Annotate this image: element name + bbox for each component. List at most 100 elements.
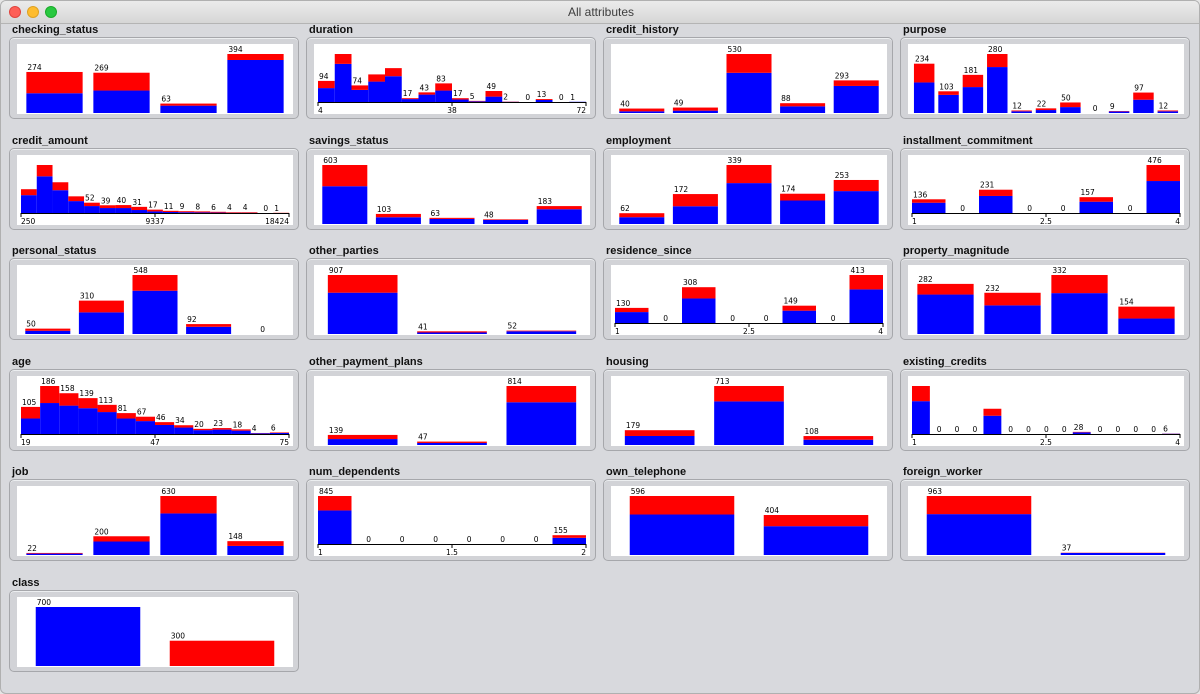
count-label-other_parties-1: 41: [418, 322, 428, 331]
bar-age-5-blue: [116, 418, 136, 434]
count-label-employment-1: 172: [674, 185, 689, 194]
histogram-panel-housing[interactable]: 179 713 108: [603, 369, 893, 451]
histogram-panel-savings_status[interactable]: 603 103 63 48 183: [306, 148, 596, 230]
bar-own_telephone-1-blue: [763, 526, 869, 555]
bar-duration-1-blue: [334, 63, 352, 102]
histogram-panel-installment_commitment[interactable]: 136 0 231 0 0 157 0 476 1 2.5 4: [900, 148, 1190, 230]
count-label-duration-6: 43: [420, 83, 430, 92]
bar-credit_history-3-blue: [780, 106, 826, 113]
count-label-installment_commitment-1: 0: [960, 204, 965, 213]
histogram-panel-age[interactable]: 105 186 158 139 113 81 67 46 34 20 23 18 4 6 19 47 75: [9, 369, 299, 451]
bar-duration-3-red: [368, 74, 385, 82]
count-label-installment_commitment-7: 476: [1148, 156, 1163, 165]
bar-age-13-red: [269, 432, 289, 433]
count-label-age-6: 67: [137, 408, 147, 417]
count-label-personal_status-3: 92: [187, 315, 197, 324]
bar-credit_amount-3-blue: [68, 201, 85, 213]
bar-savings_status-1-red: [375, 213, 421, 218]
bar-age-7-red: [155, 422, 175, 425]
count-label-installment_commitment-3: 0: [1027, 204, 1032, 213]
bar-age-12-blue: [250, 433, 270, 434]
count-label-duration-12: 0: [525, 93, 530, 102]
bar-purpose-5-blue: [1035, 110, 1057, 113]
bar-own_telephone-0-blue: [629, 514, 735, 555]
count-label-age-2: 158: [60, 384, 75, 393]
histogram-panel-other_parties[interactable]: 907 41 52: [306, 258, 596, 340]
histogram-panel-existing_credits[interactable]: 0 0 0 0 0 0 0 28 0 0 0 0 6 1 2.5 4: [900, 369, 1190, 451]
x-tick-label-installment_commitment-1: 2.5: [1040, 217, 1052, 225]
close-window-button[interactable]: [9, 6, 21, 18]
bar-credit_amount-3-red: [68, 196, 85, 202]
bar-personal_status-3-red: [186, 324, 232, 327]
histogram-panel-purpose[interactable]: 234 103 181 280 12 22 50 0 9 97 12: [900, 37, 1190, 119]
bar-credit_amount-8-red: [147, 209, 163, 212]
x-tick-label-residence_since-0: 1: [615, 327, 620, 335]
count-label-employment-4: 253: [835, 171, 850, 180]
bar-credit_history-4-red: [833, 80, 879, 86]
histogram-panel-other_payment_plans[interactable]: 139 47 814: [306, 369, 596, 451]
bar-other_payment_plans-0-red: [327, 434, 398, 440]
count-label-employment-0: 62: [620, 204, 630, 213]
panel-title-personal_status: personal_status: [12, 245, 97, 257]
histogram-job: 22 200 630 148: [17, 486, 293, 556]
minimize-window-button[interactable]: [27, 6, 39, 18]
count-label-employment-3: 174: [781, 185, 796, 194]
zoom-window-button[interactable]: [45, 6, 57, 18]
bar-other_payment_plans-2-red: [506, 386, 577, 403]
panel-title-duration: duration: [309, 24, 353, 36]
bar-savings_status-4-blue: [536, 209, 582, 224]
histogram-panel-residence_since[interactable]: 130 0 308 0 0 149 0 413 1 2.5 4: [603, 258, 893, 340]
bar-other_parties-2-blue: [506, 331, 577, 334]
histogram-panel-credit_history[interactable]: 40 49 530 88 293: [603, 37, 893, 119]
count-label-existing_credits-2: 0: [955, 425, 960, 434]
bar-property_magnitude-0-red: [917, 283, 974, 295]
bar-credit_amount-14-red: [241, 212, 258, 213]
bar-employment-3-red: [780, 193, 826, 201]
count-label-savings_status-0: 603: [323, 156, 338, 165]
count-label-age-12: 4: [252, 424, 257, 433]
bar-installment_commitment-7-blue: [1146, 181, 1180, 213]
bar-credit_amount-11-blue: [194, 212, 211, 213]
histogram-panel-duration[interactable]: 94 74 17 43 83 17 5 49 2 0 13 0 1 4 38 72: [306, 37, 596, 119]
bar-other_parties-0-red: [327, 275, 398, 293]
count-label-existing_credits-9: 28: [1074, 423, 1084, 432]
panel-title-checking_status: checking_status: [12, 24, 99, 36]
histogram-panel-foreign_worker[interactable]: 963 37: [900, 479, 1190, 561]
histogram-panel-personal_status[interactable]: 50 310 548 92 0: [9, 258, 299, 340]
histogram-panel-class[interactable]: 700 300: [9, 590, 299, 672]
x-tick-label-credit_amount-2: 18424: [265, 217, 289, 225]
count-label-checking_status-3: 394: [228, 45, 243, 54]
bar-installment_commitment-2-blue: [979, 195, 1013, 213]
count-label-num_dependents-6: 0: [534, 535, 539, 544]
count-label-credit_amount-11: 8: [195, 202, 200, 211]
histogram-panel-checking_status[interactable]: 274 269 63 394: [9, 37, 299, 119]
bar-duration-1-red: [334, 54, 352, 64]
bar-other_payment_plans-2-blue: [506, 402, 577, 445]
x-tick-label-duration-2: 72: [576, 106, 586, 114]
histogram-panel-employment[interactable]: 62 172 339 174 253: [603, 148, 893, 230]
bar-num_dependents-7-blue: [552, 537, 586, 544]
bar-own_telephone-1-red: [763, 515, 869, 527]
bar-employment-1-red: [672, 194, 718, 207]
x-tick-label-duration-0: 4: [318, 106, 323, 114]
bar-other_payment_plans-1-red: [417, 441, 487, 443]
bar-duration-6-blue: [418, 94, 436, 102]
bar-age-1-red: [40, 386, 60, 404]
count-label-residence_since-1: 0: [663, 314, 668, 323]
count-label-property_magnitude-0: 282: [918, 275, 933, 284]
bar-personal_status-0-blue: [25, 330, 71, 334]
bar-installment_commitment-0-red: [912, 199, 946, 203]
bar-credit_amount-1-red: [36, 165, 53, 177]
bar-duration-4-red: [385, 68, 402, 77]
histogram-panel-job[interactable]: 22 200 630 148: [9, 479, 299, 561]
count-label-purpose-10: 12: [1159, 101, 1169, 110]
histogram-panel-credit_amount[interactable]: 52 39 40 31 17 11 9 8 6 4 4 0 1 250 9337 18424: [9, 148, 299, 230]
count-label-credit_amount-13: 4: [227, 203, 232, 212]
count-label-personal_status-4: 0: [260, 325, 265, 334]
histogram-panel-own_telephone[interactable]: 596 404: [603, 479, 893, 561]
histogram-panel-num_dependents[interactable]: 845 0 0 0 0 0 0 155 1 1.5 2: [306, 479, 596, 561]
histogram-panel-property_magnitude[interactable]: 282 232 332 154: [900, 258, 1190, 340]
panel-title-property_magnitude: property_magnitude: [903, 245, 1010, 257]
bar-checking_status-2-red: [160, 103, 217, 106]
